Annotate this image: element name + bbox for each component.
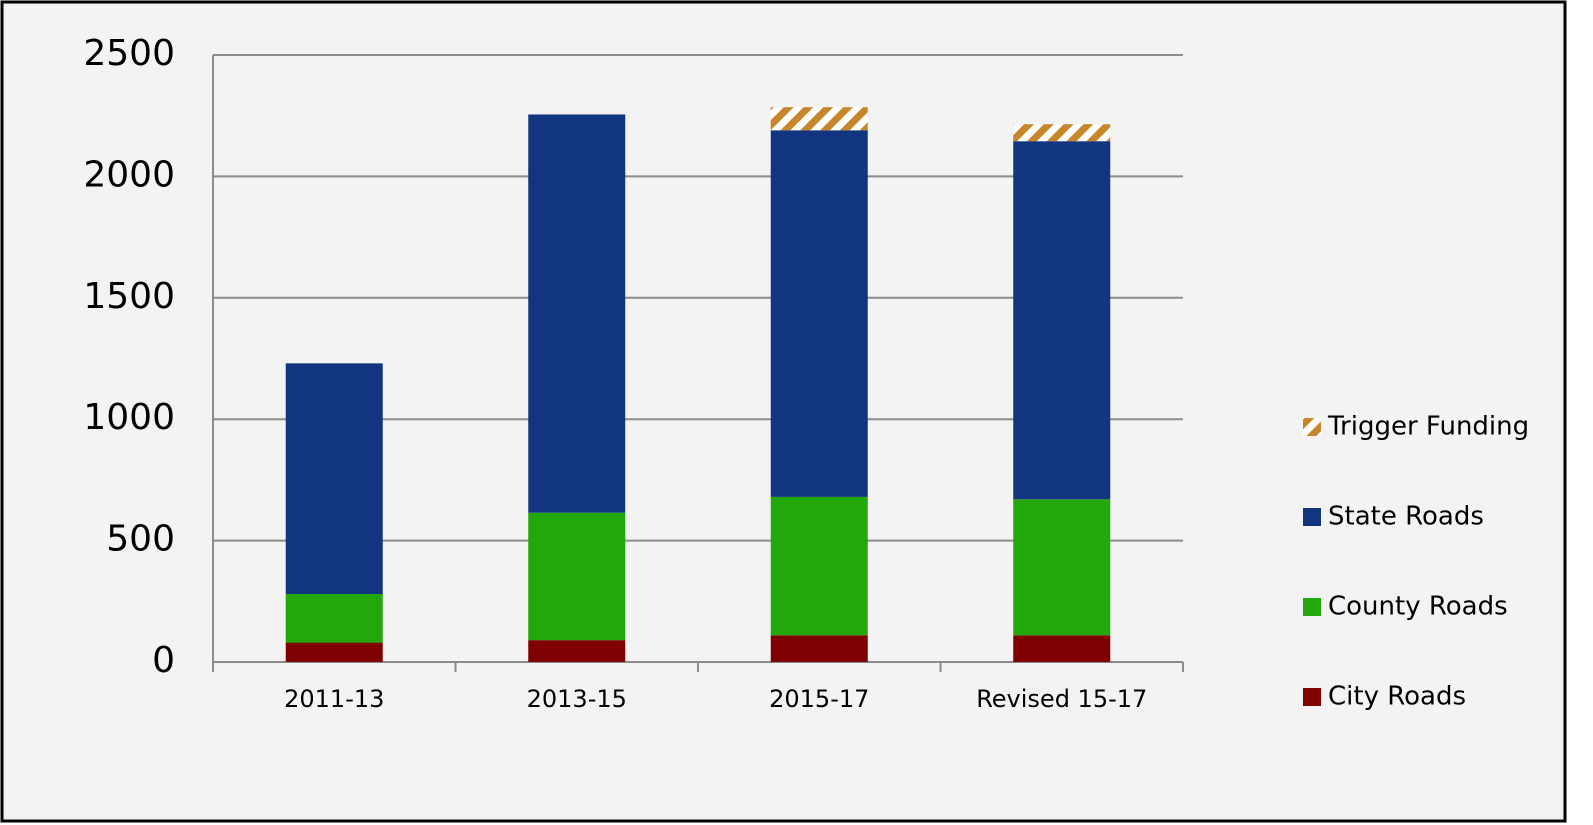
bar-segment bbox=[1013, 124, 1111, 142]
y-tick-label: 1500 bbox=[83, 276, 175, 317]
bar-segment bbox=[528, 114, 626, 513]
bar-segment bbox=[285, 594, 383, 643]
legend-swatch bbox=[1303, 688, 1321, 706]
bar-segment bbox=[1013, 499, 1111, 636]
bar-segment bbox=[1013, 141, 1111, 500]
x-tick-label: 2013-15 bbox=[527, 685, 627, 713]
bar-segment bbox=[770, 635, 868, 662]
bar-segment bbox=[1013, 635, 1111, 662]
legend-swatch bbox=[1303, 418, 1321, 436]
legend-label: County Roads bbox=[1328, 592, 1508, 622]
bar-segment bbox=[528, 512, 626, 641]
y-tick-label: 2000 bbox=[83, 154, 175, 195]
y-tick-label: 0 bbox=[152, 640, 175, 681]
x-tick-label: 2015-17 bbox=[769, 685, 869, 713]
legend-label: Trigger Funding bbox=[1327, 412, 1529, 442]
bar-segment bbox=[770, 130, 868, 497]
legend-swatch bbox=[1303, 508, 1321, 526]
legend-label: City Roads bbox=[1328, 682, 1466, 712]
y-tick-label: 500 bbox=[106, 519, 175, 560]
bar-segment bbox=[770, 496, 868, 636]
y-tick-label: 2500 bbox=[83, 33, 175, 74]
y-tick-label: 1000 bbox=[83, 397, 175, 438]
bar-segment bbox=[528, 640, 626, 662]
legend-label: State Roads bbox=[1328, 502, 1484, 532]
bar-segment bbox=[285, 642, 383, 662]
bar-segment bbox=[285, 363, 383, 595]
x-tick-label: Revised 15-17 bbox=[976, 685, 1147, 713]
bar-segment bbox=[770, 107, 868, 131]
x-tick-label: 2011-13 bbox=[284, 685, 384, 713]
legend-swatch bbox=[1303, 598, 1321, 616]
